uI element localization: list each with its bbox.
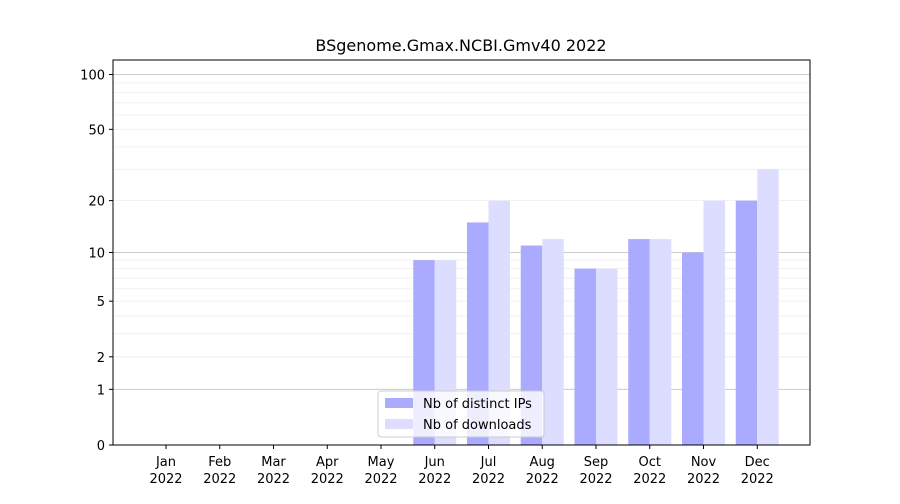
legend-label: Nb of distinct IPs [423, 397, 532, 412]
chart-title: BSgenome.Gmax.NCBI.Gmv40 2022 [315, 36, 606, 55]
bar [574, 268, 596, 445]
legend-swatch [385, 419, 413, 429]
x-tick-label: Feb [208, 455, 231, 470]
bar [649, 239, 672, 445]
x-tick-label: Jul [480, 455, 497, 470]
x-tick-label: 2022 [311, 472, 344, 487]
x-tick-label: Mar [261, 455, 286, 470]
x-tick-label: Aug [530, 455, 555, 470]
bar [542, 239, 564, 445]
x-tick-label: 2022 [418, 472, 451, 487]
x-tick-label: Jun [424, 455, 445, 470]
x-tick-label: Oct [639, 455, 661, 470]
y-tick-label: 50 [88, 123, 105, 138]
x-tick-label: 2022 [472, 472, 505, 487]
x-tick-label: 2022 [364, 472, 397, 487]
y-axis: 0 1 2 5 10 20 50 100 [80, 69, 113, 454]
x-tick-label: 2022 [149, 472, 182, 487]
x-tick-label: 2022 [257, 472, 290, 487]
y-tick-label: 2 [97, 351, 105, 366]
x-tick-label: May [368, 455, 395, 470]
x-tick-label: 2022 [203, 472, 236, 487]
legend-box [377, 390, 545, 438]
bar [628, 239, 650, 445]
y-tick-label: 100 [80, 69, 105, 84]
bar [467, 222, 489, 445]
bar [703, 200, 725, 445]
bar [757, 169, 779, 445]
x-tick-label: 2022 [633, 472, 666, 487]
bar [682, 252, 704, 445]
x-axis: Jan 2022 Feb 2022 Mar 2022 Apr 2022 May 2022 Jun 20… [149, 445, 774, 487]
x-tick-label: Dec [745, 455, 770, 470]
x-tick-label: 2022 [579, 472, 612, 487]
x-tick-label: Sep [584, 455, 609, 470]
legend-swatch [385, 398, 413, 408]
y-tick-label: 1 [97, 383, 105, 398]
x-tick-label: 2022 [687, 472, 720, 487]
y-tick-label: 10 [88, 247, 105, 262]
x-tick-label: 2022 [741, 472, 774, 487]
bar [735, 200, 758, 445]
x-tick-label: Apr [316, 455, 339, 470]
x-tick-label: Nov [691, 455, 717, 470]
bar [596, 268, 618, 445]
x-tick-label: Jan [155, 455, 176, 470]
bar [488, 200, 510, 445]
legend: Nb of distinct IPs Nb of downloads [377, 390, 545, 438]
y-tick-label: 0 [97, 439, 105, 454]
x-tick-label: 2022 [526, 472, 559, 487]
y-tick-label: 5 [97, 295, 105, 310]
legend-label: Nb of downloads [423, 418, 532, 433]
y-tick-label: 20 [88, 195, 105, 210]
